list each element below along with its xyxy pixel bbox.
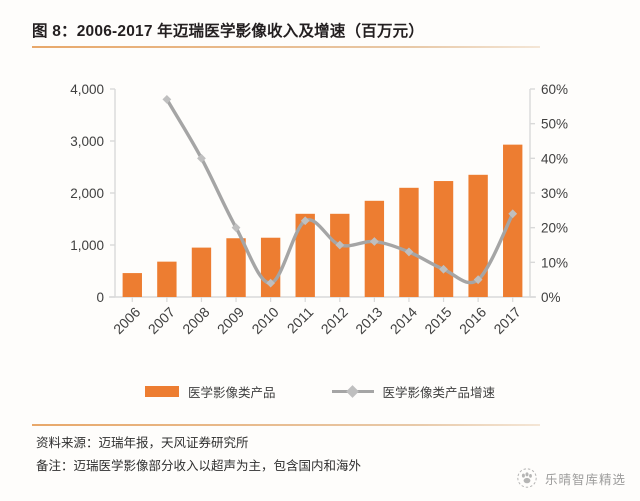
bar-2008[interactable] (191, 247, 212, 297)
growth-point-2016[interactable] (473, 275, 483, 285)
growth-point-2015[interactable] (439, 264, 448, 274)
figure-footer: 资料来源：迈瑞年报，天风证券研究所 备注：迈瑞医学影像部分收入以超声为主，包含国… (36, 432, 556, 478)
left-axis-tick-label: 0 (96, 290, 104, 305)
left-axis-tick-label: 3,000 (70, 134, 104, 149)
figure-title-bar: 图 8：2006-2017 年迈瑞医学影像收入及增速（百万元） (32, 14, 580, 46)
bar-2007[interactable] (157, 261, 177, 297)
growth-point-2008[interactable] (197, 153, 206, 163)
bar-2009[interactable] (226, 238, 246, 297)
bar-2012[interactable] (330, 213, 350, 297)
growth-point-2013[interactable] (369, 237, 379, 246)
x-axis-label-2009: 2009 (214, 304, 247, 337)
line-diamond-swatch-icon (331, 386, 374, 397)
x-axis-label-2012: 2012 (318, 304, 351, 337)
bar-2013[interactable] (364, 200, 385, 297)
bar-2011[interactable] (295, 213, 315, 297)
right-axis-tick-label: 10% (541, 255, 568, 270)
legend-label-bars: 医学影像类产品 (187, 385, 276, 400)
right-axis-tick-label: 20% (541, 221, 568, 236)
bar-2014[interactable] (399, 187, 419, 297)
x-axis-label-2013: 2013 (352, 304, 385, 337)
right-axis-tick-label: 60% (541, 82, 568, 97)
bar-2015[interactable] (433, 181, 454, 297)
combo-chart: 0 1,000 2,000 3,000 4,000 0% 10% 20% 30% 40% 50% 60… (70, 82, 568, 337)
page-title: 图 8：2006-2017 年迈瑞医学影像收入及增速（百万元） (32, 23, 425, 40)
growth-point-2014[interactable] (404, 247, 414, 257)
legend-item-bars[interactable]: 医学影像类产品 (144, 382, 276, 401)
right-axis-tick-label: 50% (541, 117, 568, 132)
growth-point-2009[interactable] (231, 223, 241, 233)
x-axis-label-2006: 2006 (110, 304, 143, 337)
legend-item-line[interactable]: 医学影像类产品增速 (331, 382, 496, 401)
x-axis-label-2007: 2007 (145, 304, 178, 337)
footer-divider (32, 424, 540, 426)
chart-plot-area: 0 1,000 2,000 3,000 4,000 0% 10% 20% 30% 40% 50% 60… (0, 60, 640, 380)
growth-point-2010[interactable] (266, 278, 276, 288)
x-axis-label-2014: 2014 (387, 304, 420, 337)
x-axis-label-2010: 2010 (248, 304, 281, 337)
title-divider (32, 46, 540, 48)
left-axis-tick-label: 1,000 (70, 238, 104, 253)
note-text: 备注：迈瑞医学影像部分收入以超声为主，包含国内和海外 (36, 459, 362, 473)
growth-point-2011[interactable] (300, 216, 310, 226)
x-axis-label-2011: 2011 (284, 304, 317, 337)
bar-2016[interactable] (468, 174, 488, 297)
growth-point-2012[interactable] (335, 240, 345, 250)
bar-2017[interactable] (503, 144, 523, 297)
x-axis-label-2008: 2008 (179, 304, 212, 337)
bar-swatch-icon (144, 385, 179, 397)
watermark-label: 乐晴智库精选 (544, 472, 626, 487)
legend-label-line: 医学影像类产品增速 (382, 385, 496, 400)
bar-2006[interactable] (122, 273, 142, 297)
bar-2010[interactable] (260, 237, 281, 297)
x-axis-label-2017: 2017 (490, 304, 523, 337)
source-text: 资料来源：迈瑞年报，天风证券研究所 (36, 436, 249, 450)
x-axis-label-2015: 2015 (421, 304, 454, 337)
left-axis-tick-label: 2,000 (70, 186, 104, 201)
x-axis-label-2016: 2016 (456, 304, 489, 337)
growth-point-2017[interactable] (508, 209, 518, 219)
chart-legend: 医学影像类产品 医学影像类产品增速 (0, 378, 640, 404)
right-axis-tick-label: 40% (541, 151, 568, 166)
paw-circle-icon (516, 467, 538, 489)
left-axis-tick-label: 4,000 (70, 82, 104, 97)
right-axis-tick-label: 0% (541, 290, 561, 305)
watermark: 乐晴智库精选 (516, 467, 626, 489)
right-axis-tick-label: 30% (541, 186, 568, 201)
